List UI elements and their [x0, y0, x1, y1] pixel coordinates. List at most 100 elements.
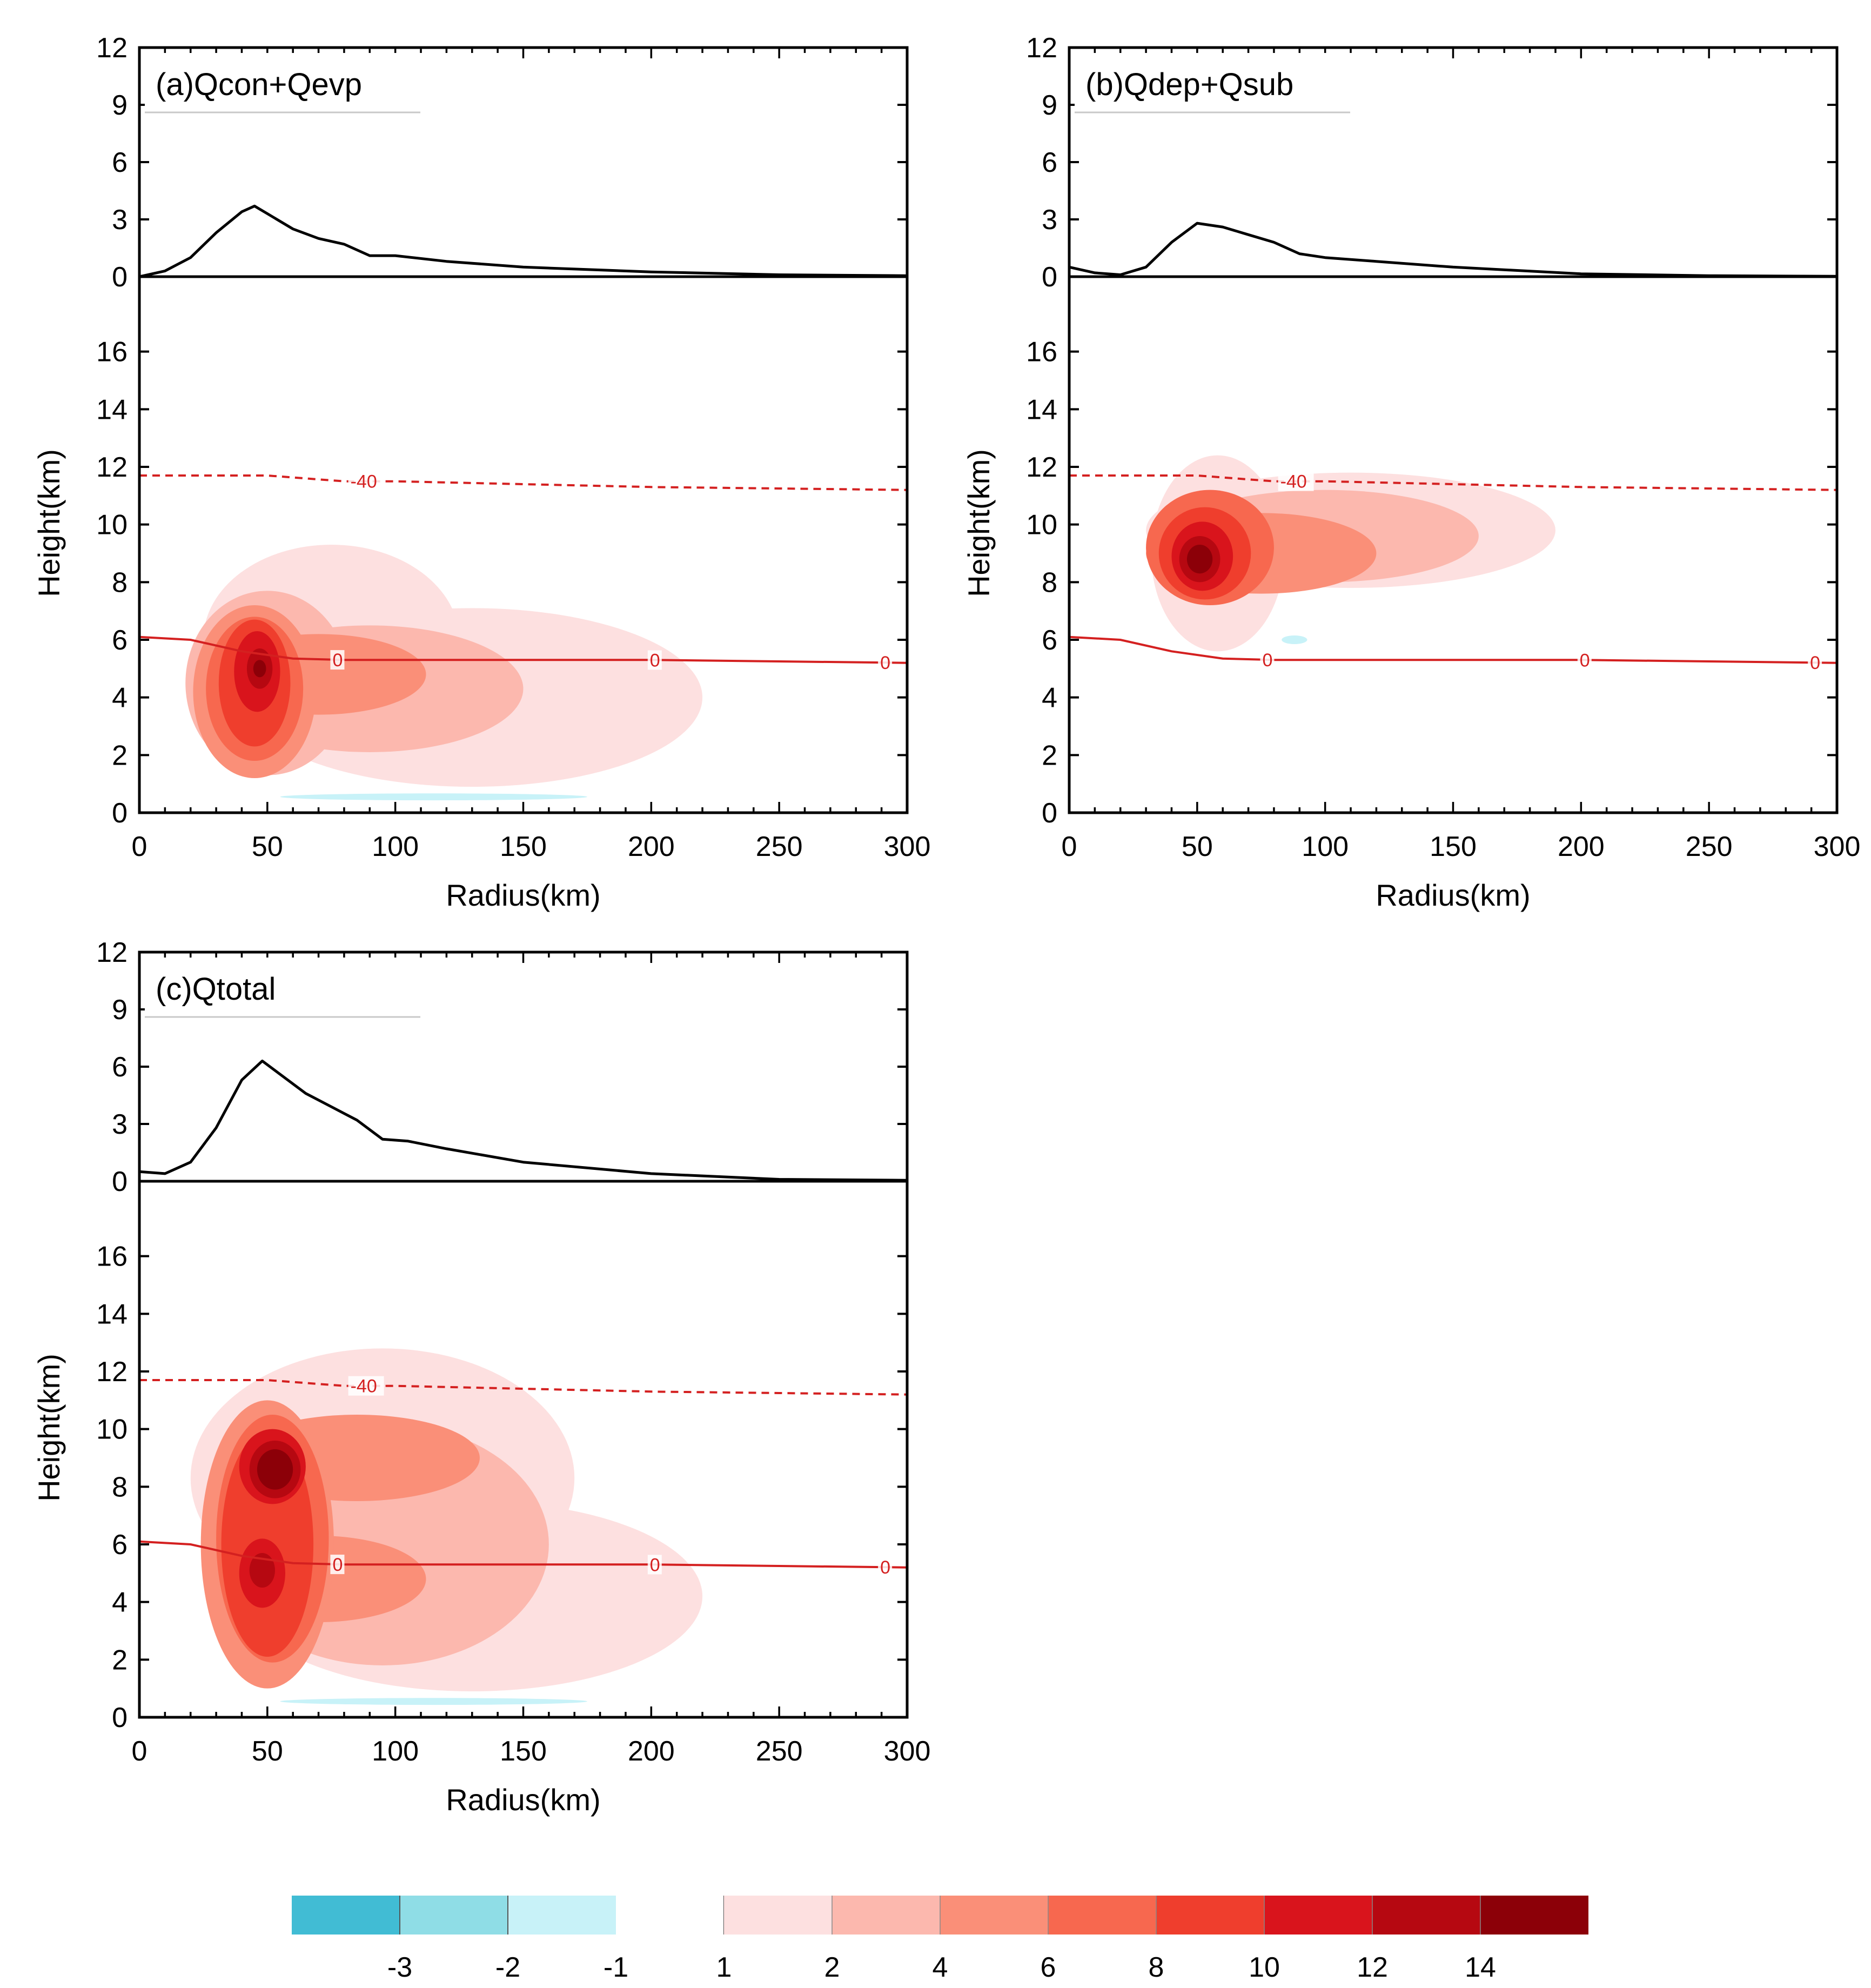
ytick-label: 4	[112, 1587, 128, 1618]
colorbar-label: -1	[603, 1952, 628, 1983]
isotherm-line-zero	[139, 635, 908, 664]
isotherm-label: 0	[332, 1555, 343, 1575]
ytick-label: 0	[1042, 798, 1057, 829]
colorbar-label: 12	[1357, 1952, 1388, 1983]
xtick-label: 0	[132, 831, 147, 862]
xtick-label: 100	[1302, 831, 1349, 862]
ytick-label: 14	[96, 1298, 128, 1330]
colorbar-swatch-positive	[1156, 1896, 1264, 1935]
x-axis-label: Radius(km)	[446, 878, 600, 912]
colorbar-swatch-positive	[1264, 1896, 1372, 1935]
xtick-label: 150	[500, 831, 547, 862]
ytick-label: 8	[1042, 567, 1057, 598]
colorbar-swatch-positive	[724, 1896, 832, 1935]
ytick-top-label: 6	[112, 1052, 128, 1083]
ytick-top-label: 3	[112, 1109, 128, 1140]
colorbar-label: 1	[716, 1952, 732, 1983]
xtick-label: 50	[252, 1736, 283, 1767]
colorbar-label: 4	[933, 1952, 948, 1983]
contour-region-8	[1186, 544, 1213, 574]
isotherm-label: 0	[332, 650, 343, 671]
xtick-label: 200	[628, 831, 675, 862]
isotherm-label: 0	[650, 650, 660, 671]
isotherm-label: 0	[1580, 650, 1590, 671]
top-series-line	[139, 204, 908, 278]
xtick-label: 250	[756, 1736, 803, 1767]
ytick-label: 2	[112, 740, 128, 771]
xtick-label: 50	[252, 831, 283, 862]
colorbar-label: -3	[387, 1952, 412, 1983]
xtick-label: 100	[372, 1736, 419, 1767]
isotherm-label: -40	[1280, 472, 1307, 492]
colorbar-swatch-negative	[400, 1896, 508, 1935]
top-series-line	[139, 1059, 908, 1182]
ytick-top-label: 9	[112, 90, 128, 121]
xtick-label: 150	[500, 1736, 547, 1767]
colorbar-swatch-positive	[832, 1896, 940, 1935]
isotherm-label: 0	[880, 1557, 890, 1578]
ytick-label: 2	[1042, 740, 1057, 771]
ytick-label: 14	[1026, 394, 1057, 425]
ytick-label: 10	[96, 510, 128, 541]
contour-region-13	[280, 1698, 587, 1705]
colorbar-swatch-positive	[940, 1896, 1048, 1935]
isotherm-label: -40	[351, 472, 377, 492]
y-axis-label: Height(km)	[32, 1354, 66, 1502]
xtick-label: 300	[884, 831, 931, 862]
ytick-label: 16	[1026, 337, 1057, 368]
ytick-top-label: 0	[1042, 262, 1057, 293]
colorbar-label: 14	[1465, 1952, 1496, 1983]
ytick-top-label: 3	[112, 204, 128, 236]
contour-region-11	[249, 1553, 276, 1588]
xtick-label: 150	[1430, 831, 1477, 862]
ytick-label: 12	[96, 452, 128, 483]
panel-title-box: (c)Qtotal	[145, 958, 426, 1018]
xtick-label: 0	[1062, 831, 1077, 862]
contour-fill	[1146, 455, 1555, 652]
top-series-line	[1069, 222, 1838, 278]
xtick-label: 250	[1686, 831, 1733, 862]
panel-title: (c)Qtotal	[156, 972, 276, 1007]
colorbar-label: 2	[824, 1952, 840, 1983]
colorbar-swatch-negative	[508, 1896, 616, 1935]
ytick-label: 8	[112, 567, 128, 598]
ytick-label: 8	[112, 1471, 128, 1503]
xtick-label: 50	[1182, 831, 1213, 862]
panel-title: (b)Qdep+Qsub	[1085, 67, 1293, 102]
ytick-top-label: 0	[112, 262, 128, 293]
xtick-label: 200	[1558, 831, 1605, 862]
ytick-label: 4	[112, 682, 128, 714]
ytick-label: 12	[1026, 452, 1057, 483]
ytick-top-label: 3	[1042, 204, 1057, 236]
ytick-label: 16	[96, 1241, 128, 1273]
colorbar-swatch-positive	[1480, 1896, 1588, 1935]
isotherm-label: -40	[351, 1376, 377, 1397]
ytick-label: 16	[96, 337, 128, 368]
ytick-label: 2	[112, 1644, 128, 1676]
xtick-label: 300	[1814, 831, 1861, 862]
y-axis-label: Height(km)	[962, 449, 996, 597]
panel-title-box: (b)Qdep+Qsub	[1075, 53, 1356, 113]
ytick-label: 4	[1042, 682, 1057, 714]
colorbar-label: 10	[1249, 1952, 1280, 1983]
colorbar-label: -2	[495, 1952, 520, 1983]
ytick-label: 12	[96, 1356, 128, 1388]
ytick-label: 14	[96, 394, 128, 425]
colorbar-label: 8	[1149, 1952, 1164, 1983]
y-axis-label: Height(km)	[32, 449, 66, 597]
x-axis-label: Radius(km)	[1376, 878, 1530, 912]
contour-region-12	[257, 1449, 293, 1490]
colorbar: -3 -2 -1 1 2 4 6 8 10 12 14	[292, 1896, 1588, 1983]
isotherm-line-zero	[139, 1540, 908, 1569]
isotherm-label: 0	[1262, 650, 1272, 671]
contour-region-9	[1282, 635, 1307, 644]
isotherm-line-zero	[1069, 635, 1838, 664]
isotherm-label: 0	[650, 1555, 660, 1575]
colorbar-label: 6	[1041, 1952, 1056, 1983]
ytick-top-label: 12	[96, 32, 128, 64]
colorbar-swatch-positive	[1372, 1896, 1480, 1935]
